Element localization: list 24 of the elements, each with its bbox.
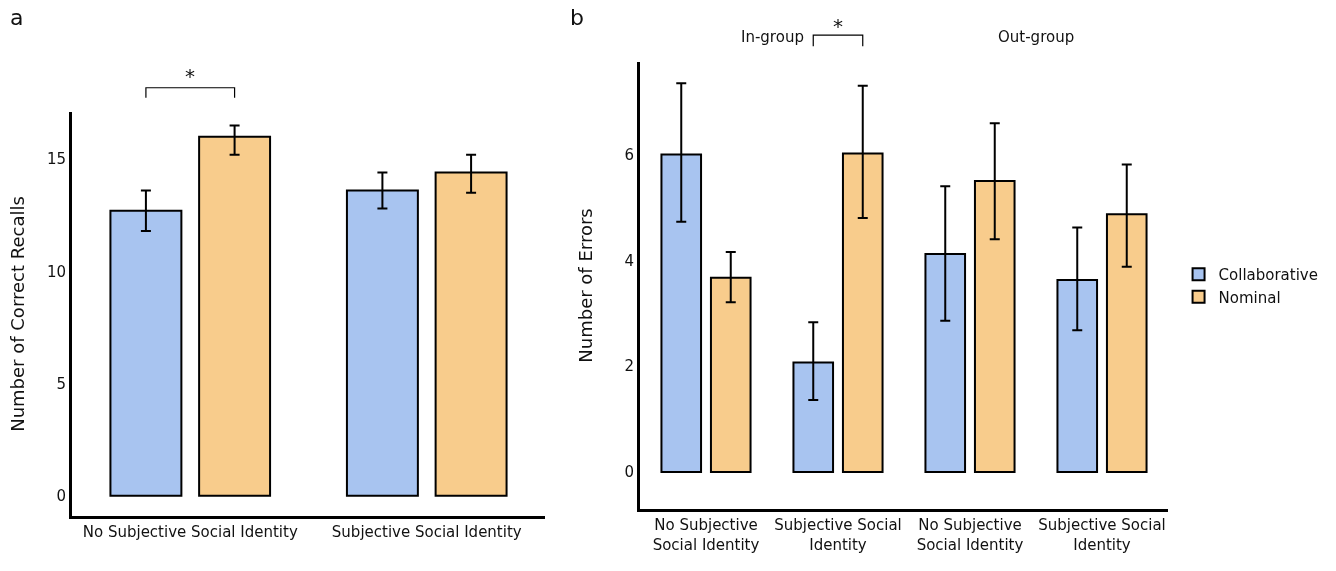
x-tick-label: Subjective Social Identity (331, 523, 522, 541)
x-tick-label: Subjective Social Identity (1038, 516, 1166, 554)
x-tick-label: No Subjective Social Identity (82, 523, 298, 541)
x-tick-label: No Subjective Social Identity (916, 516, 1024, 554)
x-tick-label: Subjective Social Identity (774, 516, 902, 554)
y-tick-label: 0 (624, 463, 634, 482)
chart-title: b (570, 5, 584, 30)
y-tick-label: 4 (624, 251, 634, 270)
text: Out-group (998, 28, 1075, 46)
legend-label: Collaborative (1218, 266, 1318, 285)
y-tick-label: 2 (624, 357, 634, 376)
y-tick-label: 10 (46, 262, 66, 281)
y-tick-label: 6 (624, 145, 634, 164)
y-axis-title: Number of Correct Recalls (7, 196, 28, 432)
y-axis-title: Number of Errors (575, 208, 596, 363)
y-tick-label: 0 (56, 487, 66, 506)
text: In-group (741, 28, 804, 46)
chart-title: a (10, 5, 24, 30)
legend-label: Nominal (1218, 288, 1281, 307)
y-tick-label: 5 (56, 374, 66, 393)
text: * (185, 64, 195, 88)
y-tick-label: 15 (46, 150, 66, 169)
x-tick-label: No Subjective Social Identity (652, 516, 760, 554)
text: * (833, 14, 843, 38)
